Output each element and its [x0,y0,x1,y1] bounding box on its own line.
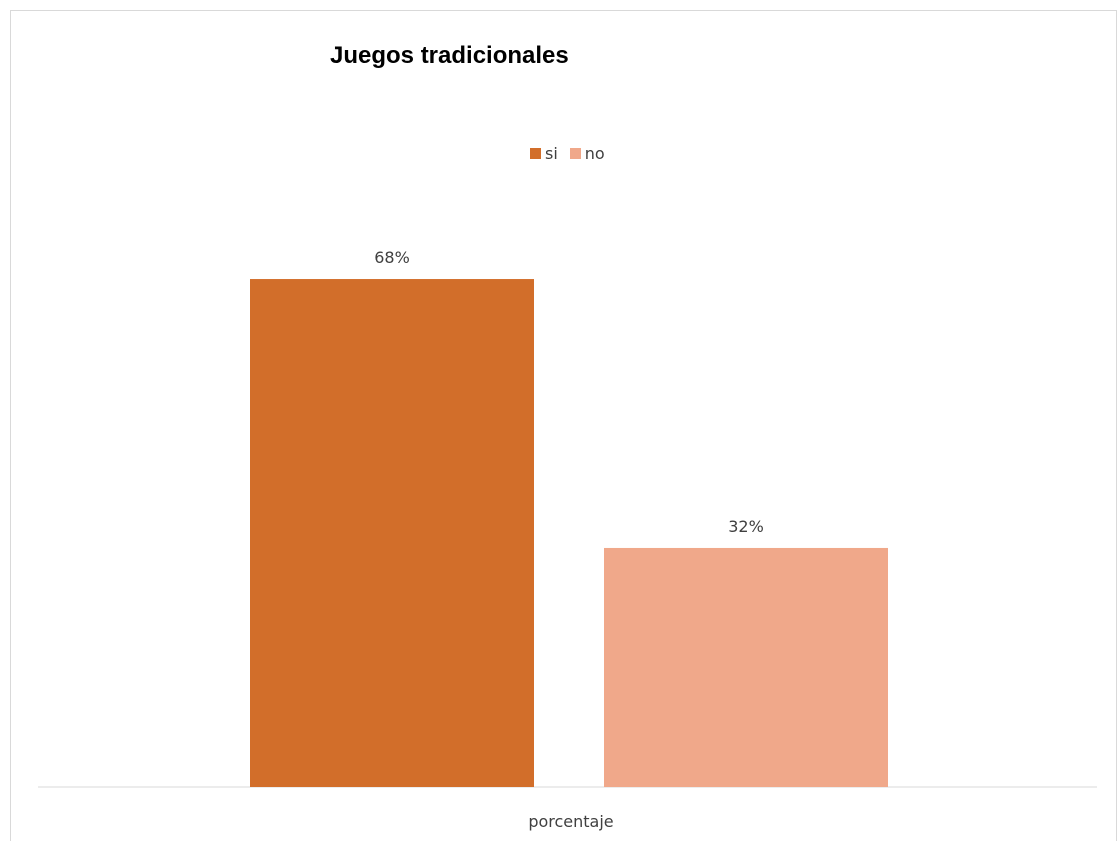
bar-si [250,279,534,787]
legend: si no [530,144,617,163]
bar-no [604,547,888,787]
chart-frame [10,10,1117,841]
data-label-si: 68% [374,248,410,267]
legend-label-si: si [545,144,558,163]
category-label: porcentaje [528,812,613,831]
legend-swatch-si [530,148,541,159]
legend-label-no: no [584,144,605,163]
legend-item-si: si [530,144,558,163]
legend-swatch-no [569,148,581,159]
legend-item-no: no [569,144,605,163]
data-label-no: 32% [728,517,764,536]
chart-title: Juegos tradicionales [330,42,569,69]
